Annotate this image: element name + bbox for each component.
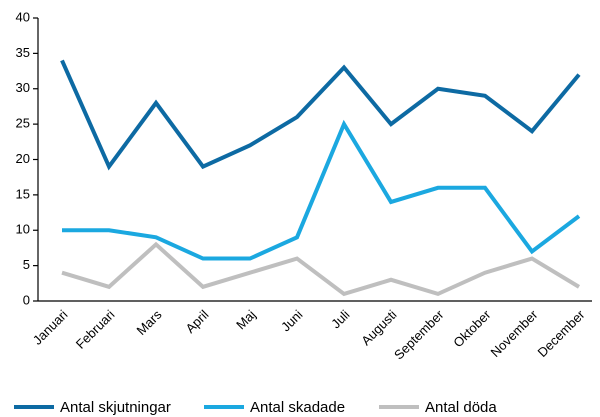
y-tick-label: 25 bbox=[16, 116, 30, 131]
series-line bbox=[62, 119, 581, 261]
legend-label: Antal skadade bbox=[250, 399, 345, 416]
series-line bbox=[61, 241, 581, 297]
y-tick-label: 5 bbox=[23, 257, 30, 272]
legend-label: Antal skjutningar bbox=[60, 399, 171, 416]
x-tick-label: November bbox=[488, 306, 541, 359]
y-tick-label: 0 bbox=[23, 292, 30, 307]
y-tick-label: 40 bbox=[16, 9, 30, 24]
x-tick-label: December bbox=[535, 306, 588, 359]
x-tick-label: April bbox=[183, 307, 212, 336]
y-tick-label: 35 bbox=[16, 45, 30, 60]
y-tick-label: 15 bbox=[16, 186, 30, 201]
y-tick-label: 30 bbox=[16, 80, 30, 95]
x-tick-label: September bbox=[391, 306, 447, 362]
x-tick-label: Maj bbox=[233, 307, 258, 332]
y-tick-label: 10 bbox=[16, 222, 30, 237]
x-tick-label: Oktober bbox=[450, 306, 494, 350]
x-tick-label: Januari bbox=[30, 307, 71, 348]
series-line bbox=[60, 59, 581, 171]
x-tick-label: Juni bbox=[278, 307, 306, 335]
x-tick-label: Mars bbox=[134, 307, 165, 338]
legend-label: Antal döda bbox=[425, 399, 497, 416]
x-tick-label: Februari bbox=[73, 307, 118, 352]
x-tick-label: Juli bbox=[328, 307, 352, 331]
x-tick-label: Augusti bbox=[358, 307, 399, 348]
y-tick-label: 20 bbox=[16, 151, 30, 166]
